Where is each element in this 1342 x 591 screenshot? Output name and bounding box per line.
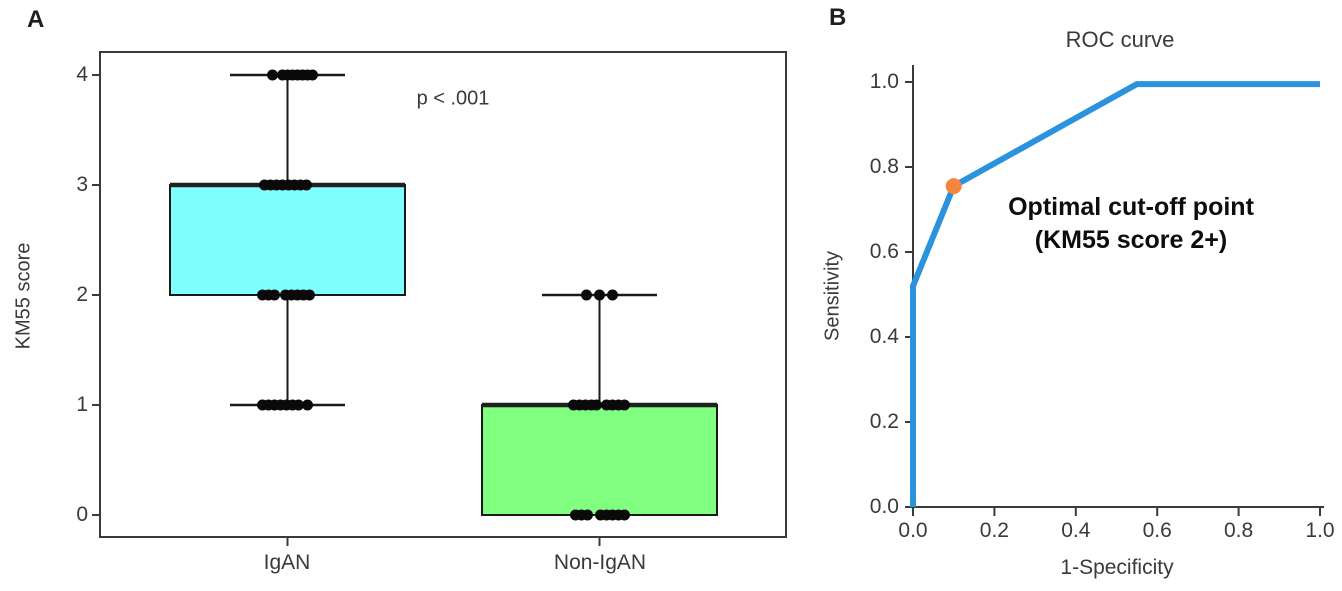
panel-b-x-axis-title: 1-Specificity xyxy=(1060,556,1174,579)
data-point xyxy=(619,399,630,411)
panel-b-label: B xyxy=(829,4,847,31)
panel-b-y-tick-label-5: 1.0 xyxy=(869,70,899,93)
optimal-cutoff-annotation-line1: Optimal cut-off point xyxy=(1008,193,1254,221)
panel-a-y-tick-label-2: 2 xyxy=(76,283,88,306)
roc-curve-title: ROC curve xyxy=(1065,27,1175,52)
p-value-annotation: p < .001 xyxy=(416,87,490,110)
data-point xyxy=(304,289,315,301)
panel-a-label: A xyxy=(27,6,45,33)
panel-b-y-tick-label-3: 0.6 xyxy=(869,240,899,263)
panel-a-y-axis-title: KM55 score xyxy=(12,242,35,350)
data-point xyxy=(591,399,602,411)
panel-b-x-tick-label-0: 0.0 xyxy=(898,519,928,542)
data-point xyxy=(594,289,605,301)
data-point xyxy=(619,509,630,521)
data-point xyxy=(307,69,318,81)
panel-b-x-tick-label-3: 0.6 xyxy=(1142,519,1172,542)
optimal-cutoff-annotation: Optimal cut-off point (KM55 score 2+) xyxy=(1008,191,1254,257)
category-label-igan: IgAN xyxy=(263,551,311,574)
panel-b-y-tick-label-1: 0.2 xyxy=(869,410,899,433)
panel-b-x-tick-label-2: 0.4 xyxy=(1061,519,1091,542)
data-point xyxy=(607,289,618,301)
panel-a-y-tick-label-4: 4 xyxy=(76,63,88,86)
category-label-non-igan: Non-IgAN xyxy=(553,551,647,574)
roc-curve-line xyxy=(910,81,1320,507)
box-non-igan xyxy=(481,404,718,516)
data-point xyxy=(581,289,592,301)
panel-b-x-tick-label-1: 0.2 xyxy=(979,519,1009,542)
data-point xyxy=(301,179,312,191)
box-igan xyxy=(169,184,406,296)
panel-a-y-tick-label-1: 1 xyxy=(76,393,88,416)
optimal-cutoff-annotation-line2: (KM55 score 2+) xyxy=(1034,226,1228,254)
panel-b-x-tick-label-5: 1.0 xyxy=(1305,519,1335,542)
panel-b-y-axis-title: Sensitivity xyxy=(821,250,844,342)
panel-b-y-tick-label-0: 0.0 xyxy=(869,495,899,518)
data-point xyxy=(269,289,280,301)
panel-b-y-tick-label-4: 0.8 xyxy=(869,155,899,178)
panel-b-x-tick-label-4: 0.8 xyxy=(1223,519,1254,542)
data-point xyxy=(582,509,593,521)
panel-a-y-tick-label-0: 0 xyxy=(76,503,88,526)
data-point xyxy=(293,399,304,411)
data-point xyxy=(267,69,278,81)
data-point xyxy=(302,399,313,411)
panel-a-y-tick-label-3: 3 xyxy=(76,173,88,196)
panel-b-y-tick-label-2: 0.4 xyxy=(869,325,899,348)
optimal-cutoff-point xyxy=(945,178,962,195)
